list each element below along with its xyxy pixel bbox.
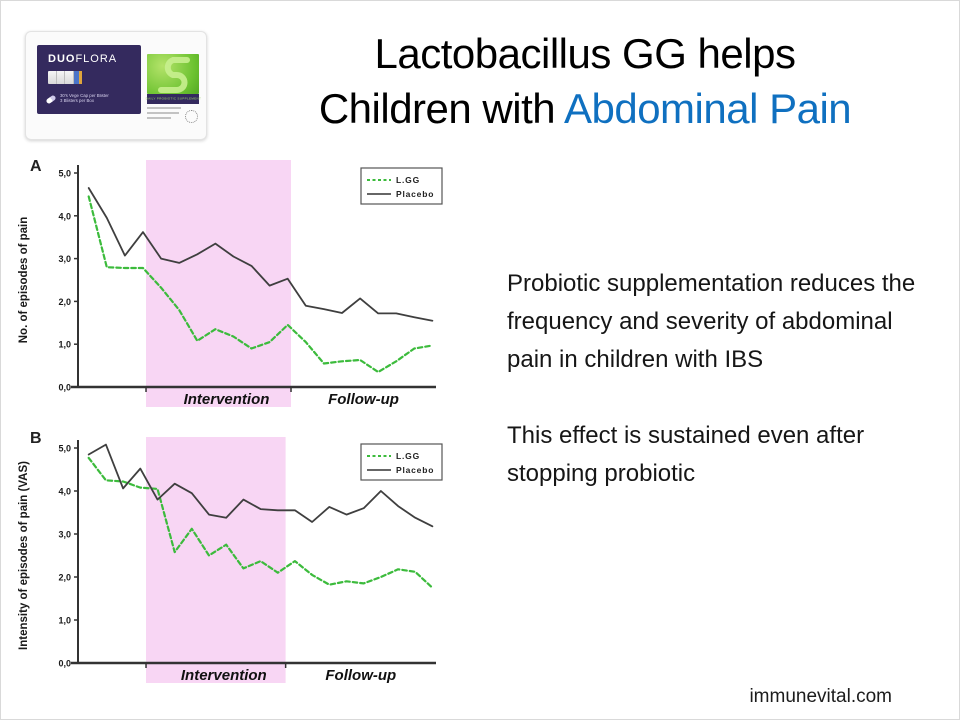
pack-info-text: 30's Vege Cap per Blister 3 Blisters per… (60, 94, 109, 104)
legend-box (360, 167, 443, 205)
website-footer: immunevital.com (749, 686, 892, 707)
legend-label: L.GG (396, 175, 420, 185)
y-tick-label: 5,0 (58, 169, 71, 179)
pack-info-row: 30's Vege Cap per Blister 3 Blisters per… (45, 91, 142, 107)
series-line-lgg (87, 195, 434, 374)
key-message-paragraph1: Probiotic supplementation reduces the fr… (507, 270, 916, 373)
blister-pack-image (48, 71, 83, 84)
chart-a-figure: 0,0 1,0 2,0 3,0 4,0 5,0 No. of episodes of pai… (15, 150, 445, 418)
fine-print-line (147, 107, 181, 109)
y-tick-label: 2,0 (58, 573, 71, 583)
brand-swirl-logo (158, 57, 190, 93)
panel-label: A (30, 158, 42, 175)
capsule-icon (45, 94, 57, 104)
legend-label: Placebo (396, 465, 434, 475)
product-band-text: DAILY PROBIOTIC SUPPLEMENT (145, 97, 201, 101)
followup-label: Follow-up (328, 391, 399, 408)
chart-b-intensity-of-pain-svg: 0,0 1,0 2,0 3,0 4,0 5,0 Intensity of episodes … (18, 430, 443, 684)
series-line-placebo (87, 187, 434, 322)
brand-duo: DUO (48, 53, 76, 65)
fine-print-line (147, 117, 171, 119)
title-line2-black: Children with (318, 85, 564, 132)
chart-b-intensity-of-pain: 0,0 1,0 2,0 3,0 4,0 5,0 Intensity of episodes … (15, 422, 445, 705)
product-band: DAILY PROBIOTIC SUPPLEMENT (145, 94, 201, 104)
y-tick-label: 3,0 (58, 254, 71, 264)
y-tick-label: 2,0 (58, 297, 71, 307)
intervention-region (146, 437, 286, 683)
fine-print-line (147, 112, 179, 114)
product-box-green-panel (147, 54, 199, 94)
y-tick-label: 3,0 (58, 530, 71, 540)
y-axis-title: Intensity of episodes of pain (VAS) (18, 461, 30, 650)
legend-label: Placebo (396, 189, 434, 199)
intervention-label: Intervention (184, 391, 270, 408)
product-box-image: DUOFLORA 30's Vege Cap per Blister 3 Bli… (25, 31, 207, 140)
certification-seal-icon (185, 110, 198, 123)
title-line2: Children with Abdominal Pain (215, 81, 955, 136)
y-tick-label: 4,0 (58, 211, 71, 221)
slide-title: Lactobacillus GG helps Children with Abd… (215, 26, 955, 136)
y-tick-label: 0,0 (58, 659, 71, 669)
series-line-placebo (87, 443, 434, 528)
title-line2-highlight: Abdominal Pain (563, 85, 852, 132)
y-tick-label: 0,0 (58, 383, 71, 393)
title-line1: Lactobacillus GG helps (374, 30, 796, 77)
intervention-label: Intervention (181, 667, 267, 684)
product-box-front-panel: DUOFLORA 30's Vege Cap per Blister 3 Bli… (37, 45, 141, 114)
y-tick-label: 5,0 (58, 444, 71, 454)
y-tick-label: 4,0 (58, 487, 71, 497)
series-line-lgg (87, 456, 434, 589)
panel-label: B (30, 430, 42, 447)
followup-label: Follow-up (325, 667, 396, 684)
y-axis-title: No. of episodes of pain (18, 217, 30, 344)
product-fine-print (147, 107, 199, 133)
intervention-region (146, 160, 291, 407)
chart-a-episodes-of-pain: 0,0 1,0 2,0 3,0 4,0 5,0 No. of episodes of pai… (18, 158, 443, 408)
brand-flora: FLORA (75, 53, 118, 65)
key-message-text: Probiotic supplementation reduces the fr… (507, 265, 932, 531)
legend-label: L.GG (396, 451, 420, 461)
key-message-paragraph2: This effect is sustained even after stop… (507, 422, 865, 487)
y-tick-label: 1,0 (58, 616, 71, 626)
y-tick-label: 1,0 (58, 340, 71, 350)
legend-box (360, 443, 443, 481)
product-brand: DUOFLORA (48, 53, 117, 65)
